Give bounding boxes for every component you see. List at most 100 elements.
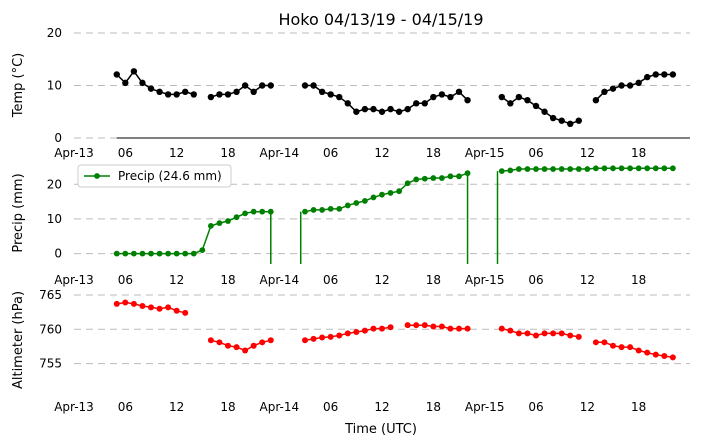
data-point (575, 117, 582, 124)
data-point (139, 79, 146, 87)
x-tick-label: 12 (374, 273, 389, 287)
data-point (515, 93, 523, 101)
data-point (250, 208, 257, 215)
data-point (524, 166, 531, 172)
data-point (225, 342, 231, 349)
data-point (644, 165, 651, 172)
data-point (344, 100, 351, 107)
x-tick-label: Apr-15 (465, 400, 505, 414)
data-point (438, 175, 445, 181)
precip-ylabel: Precip (mm) (11, 173, 26, 252)
data-point (456, 325, 462, 332)
x-tick-label: 06 (528, 146, 543, 160)
x-tick-label: Apr-13 (54, 400, 94, 414)
x-tick-label: Apr-13 (54, 146, 94, 160)
data-point (421, 322, 428, 329)
y-tick-label: 10 (47, 79, 62, 93)
data-point (430, 175, 437, 181)
data-point (370, 105, 377, 113)
data-point (207, 93, 215, 101)
data-point (122, 250, 129, 257)
data-point (361, 327, 368, 334)
data-point (250, 342, 257, 349)
data-point (421, 175, 428, 182)
data-point (173, 307, 180, 314)
x-tick-label: 06 (323, 273, 338, 287)
x-tick-label: 06 (118, 400, 133, 414)
altimeter-ylabel: Altimeter (hPa) (11, 291, 26, 389)
x-tick-label: Apr-14 (260, 273, 300, 287)
data-point (113, 300, 120, 307)
data-point (361, 105, 369, 113)
data-point (216, 220, 223, 226)
data-point (644, 349, 651, 356)
x-tick-label: 12 (169, 146, 184, 160)
data-point (130, 68, 138, 75)
chart-title: Hoko 04/13/19 - 04/15/19 (278, 10, 483, 29)
data-point (379, 191, 385, 198)
data-point (165, 304, 172, 311)
data-point (164, 91, 172, 98)
data-point (498, 325, 505, 332)
data-point (430, 93, 437, 101)
data-point (130, 250, 137, 257)
data-point (267, 82, 274, 89)
x-tick-label: 12 (169, 400, 184, 414)
data-point (627, 344, 634, 351)
data-point (558, 330, 565, 337)
data-point (336, 93, 343, 101)
data-point (464, 97, 471, 104)
data-point (259, 208, 266, 215)
data-point (113, 71, 120, 78)
legend-box (77, 164, 232, 188)
x-tick-label: Apr-15 (465, 273, 505, 287)
data-point (661, 165, 668, 172)
x-tick-label: 18 (220, 146, 235, 160)
legend-marker (94, 173, 100, 179)
x-axis-label: Time (UTC) (344, 422, 417, 437)
data-point (182, 88, 189, 96)
data-point (241, 82, 249, 89)
data-point (148, 250, 154, 257)
data-point (122, 299, 129, 306)
data-point (336, 205, 343, 212)
data-point (190, 250, 197, 257)
data-point (575, 166, 582, 172)
data-point (302, 208, 308, 215)
data-point (267, 337, 274, 344)
series-line (116, 70, 673, 125)
x-tick-label: 06 (323, 146, 338, 160)
x-tick-label: 06 (118, 146, 133, 160)
data-point (259, 339, 266, 346)
data-point (242, 347, 249, 354)
x-tick-label: 18 (220, 273, 235, 287)
data-point (447, 93, 454, 101)
data-point (327, 91, 334, 98)
x-tick-label: 12 (580, 146, 595, 160)
y-tick-label: 760 (39, 322, 62, 336)
data-point (353, 329, 360, 336)
data-point (370, 194, 377, 201)
data-point (387, 324, 394, 331)
data-point (524, 330, 531, 337)
data-point (396, 188, 403, 195)
x-tick-label: 18 (426, 400, 441, 414)
data-point (216, 339, 223, 346)
data-point (173, 250, 180, 257)
y-tick-label: 755 (39, 357, 62, 371)
data-point (344, 202, 351, 209)
data-point (567, 166, 574, 172)
data-point (182, 250, 189, 257)
data-point (592, 165, 599, 172)
data-point (319, 334, 326, 341)
x-tick-label: 12 (580, 400, 595, 414)
data-point (404, 105, 411, 113)
data-point (438, 323, 445, 330)
data-point (259, 82, 266, 89)
data-point (652, 71, 659, 78)
data-point (156, 305, 163, 312)
data-point (344, 330, 351, 337)
data-point (498, 168, 505, 174)
data-point (139, 250, 146, 257)
